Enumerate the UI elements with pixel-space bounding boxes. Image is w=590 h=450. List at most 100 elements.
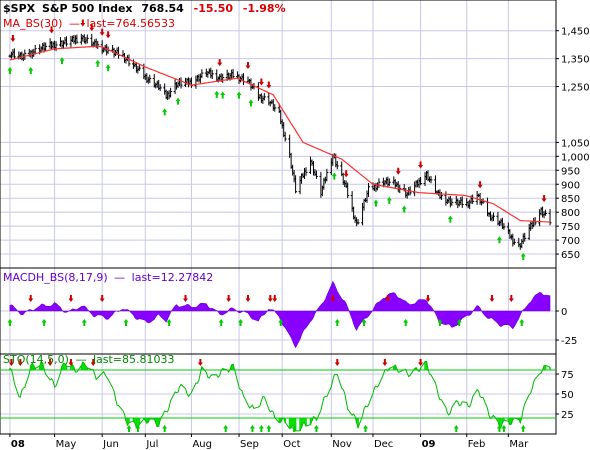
price-markers — [7, 19, 547, 260]
macd-y-axis: 0 -25 — [556, 307, 577, 347]
price-y-tick-label: 1,000 — [561, 152, 590, 163]
price-bar — [502, 223, 506, 230]
buy-signal-arrow-icon — [249, 425, 255, 432]
buy-signal-arrow-icon — [81, 319, 87, 326]
sell-signal-arrow-icon — [10, 34, 16, 42]
price-bar — [33, 44, 37, 55]
sell-signal-arrow-icon — [382, 359, 388, 366]
buy-signal-arrow-icon — [105, 64, 111, 72]
header-last: 768.54 — [141, 2, 184, 15]
sell-signal-arrow-icon — [272, 295, 278, 302]
buy-signal-arrow-icon — [313, 425, 319, 432]
sell-signal-arrow-icon — [68, 359, 74, 366]
sell-signal-arrow-icon — [68, 295, 74, 302]
price-bar — [64, 36, 68, 47]
buy-signal-arrow-icon — [501, 425, 507, 432]
buy-signal-arrow-icon — [248, 99, 254, 107]
price-bar — [158, 84, 162, 91]
price-bar — [450, 198, 454, 206]
sto-legend-name: STO(14,5,0) — [3, 353, 69, 366]
price-bar — [210, 70, 214, 80]
buy-signal-arrow-icon — [7, 319, 13, 326]
price-bar — [523, 232, 527, 242]
buy-signal-arrow-icon — [447, 215, 453, 223]
buy-signal-arrow-icon — [496, 425, 502, 432]
x-tick-label: 09 — [422, 439, 436, 450]
x-tick-label: Dec — [374, 439, 393, 450]
price-bar — [44, 42, 48, 51]
sell-signal-arrow-icon — [49, 26, 55, 34]
sell-signal-arrow-icon — [217, 59, 223, 67]
macd-markers — [7, 295, 525, 326]
sto-y-tick-label: 50 — [561, 390, 574, 401]
price-bar — [356, 219, 360, 225]
sell-signal-arrow-icon — [395, 167, 401, 175]
x-tick-label: 08 — [11, 439, 25, 450]
price-bar — [148, 74, 152, 84]
price-bar — [262, 93, 266, 101]
macd-y-tick-label: 0 — [561, 307, 567, 318]
sell-signal-arrow-icon — [330, 295, 336, 302]
x-tick-label: Jun — [102, 439, 119, 450]
sto-markers — [8, 359, 526, 432]
price-bar — [137, 64, 141, 71]
price-y-tick-label: 1,450 — [561, 27, 590, 38]
buy-signal-arrow-icon — [363, 425, 369, 432]
price-bar — [75, 34, 79, 44]
ma-legend-last: last=764.56533 — [86, 17, 175, 30]
sto-y-axis: 75 50 25 — [556, 370, 574, 421]
buy-signal-arrow-icon — [166, 319, 172, 326]
price-bar — [54, 41, 58, 52]
price-y-tick-label: 1,250 — [561, 83, 590, 94]
sell-signal-arrow-icon — [99, 295, 105, 302]
x-tick-label: Sep — [240, 439, 259, 450]
price-bar — [231, 68, 235, 79]
buy-signal-arrow-icon — [334, 319, 340, 326]
buy-signal-arrow-icon — [520, 252, 526, 260]
buy-signal-arrow-icon — [214, 90, 220, 98]
sell-signal-arrow-icon — [266, 81, 272, 89]
sell-signal-arrow-icon — [182, 295, 188, 302]
sell-signal-arrow-icon — [258, 78, 264, 86]
sell-signal-arrow-icon — [245, 295, 251, 302]
sell-signal-arrow-icon — [334, 359, 340, 366]
buy-signal-arrow-icon — [373, 199, 379, 207]
x-tick-label: Feb — [468, 439, 486, 450]
buy-signal-arrow-icon — [236, 91, 242, 99]
buy-signal-arrow-icon — [126, 425, 132, 432]
buy-signal-arrow-icon — [162, 108, 168, 116]
ma-legend-dash: — — [69, 17, 80, 30]
header-change: -15.50 — [194, 2, 234, 15]
price-bar — [335, 160, 339, 170]
price-bar — [273, 104, 277, 112]
buy-signal-arrow-icon — [361, 319, 367, 326]
buy-signal-arrow-icon — [220, 91, 226, 99]
price-bar — [85, 34, 89, 44]
sell-signal-arrow-icon — [425, 295, 431, 302]
header-name: S&P 500 Index — [42, 2, 133, 15]
price-bar — [471, 194, 475, 204]
ma-legend: MA_BS(30) — last=764.56533 — [3, 17, 175, 30]
buy-signal-arrow-icon — [401, 205, 407, 213]
sell-signal-arrow-icon — [508, 295, 514, 302]
price-panel-frame — [0, 0, 557, 269]
price-y-tick-label: 950 — [561, 166, 580, 177]
price-y-tick-label: 1,050 — [561, 138, 590, 149]
header-line: $SPX S&P 500 Index 768.54 -15.50 -1.98% — [3, 2, 286, 15]
sto-extreme-fills — [9, 361, 551, 432]
buy-signal-arrow-icon — [28, 67, 34, 75]
buy-signal-arrow-icon — [278, 319, 284, 326]
x-tick-label: Aug — [192, 439, 212, 450]
price-bar — [367, 182, 371, 197]
sell-signal-arrow-icon — [28, 295, 34, 302]
price-y-axis: 1,450 1,350 1,250 1,050 1,000 950 900 850 800 750… — [556, 27, 590, 261]
buy-signal-arrow-icon — [41, 319, 47, 326]
buy-signal-arrow-icon — [175, 97, 181, 105]
sto-y-tick-label: 75 — [561, 370, 574, 381]
price-y-tick-label: 650 — [561, 250, 580, 261]
price-bar — [200, 69, 204, 79]
price-y-tick-label: 750 — [561, 222, 580, 233]
header-change-pct: -1.98% — [243, 2, 286, 15]
x-tick-label: May — [56, 439, 77, 450]
buy-signal-arrow-icon — [258, 425, 264, 432]
